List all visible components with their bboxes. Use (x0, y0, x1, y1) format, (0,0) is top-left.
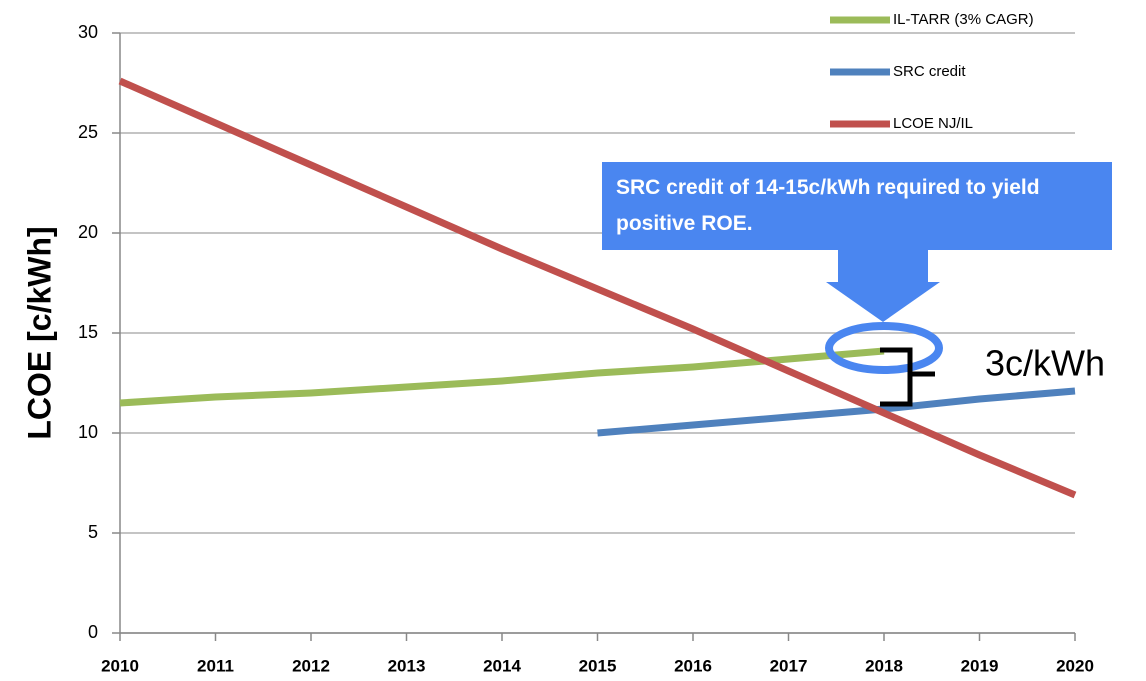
x-tick-label: 2019 (961, 656, 999, 675)
x-tick-label: 2020 (1056, 656, 1094, 675)
annotation-box: SRC credit of 14-15c/kWh required to yie… (602, 162, 1112, 250)
x-tick-label: 2016 (674, 656, 712, 675)
y-tick-label: 25 (78, 122, 98, 142)
y-tick-label: 15 (78, 322, 98, 342)
gap-label: 3c/kWh (985, 343, 1105, 384)
x-tick-label: 2011 (197, 656, 234, 675)
x-tick-label: 2010 (101, 656, 139, 675)
x-tick-label: 2014 (483, 656, 521, 675)
x-tick-label: 2013 (388, 656, 426, 675)
legend-label: IL-TARR (3% CAGR) (893, 11, 1034, 28)
x-tick-label: 2017 (770, 656, 808, 675)
series-line (119, 347, 885, 407)
y-tick-label: 0 (88, 622, 98, 642)
legend-label: LCOE NJ/IL (893, 115, 973, 132)
y-tick-label: 30 (78, 22, 98, 42)
y-tick-label: 20 (78, 222, 98, 242)
x-tick-label: 2015 (579, 656, 617, 675)
y-tick-label: 10 (78, 422, 98, 442)
x-tick-label: 2018 (865, 656, 903, 675)
y-tick-label: 5 (88, 522, 98, 542)
bracket (880, 347, 935, 407)
y-axis-label: LCOE [c/kWh] (21, 226, 57, 439)
legend-label: SRC credit (893, 63, 966, 80)
highlight-ellipse (825, 322, 943, 374)
series-line (597, 387, 1076, 437)
x-tick-label: 2012 (292, 656, 330, 675)
arrow (826, 250, 940, 322)
series-line (118, 77, 1077, 499)
